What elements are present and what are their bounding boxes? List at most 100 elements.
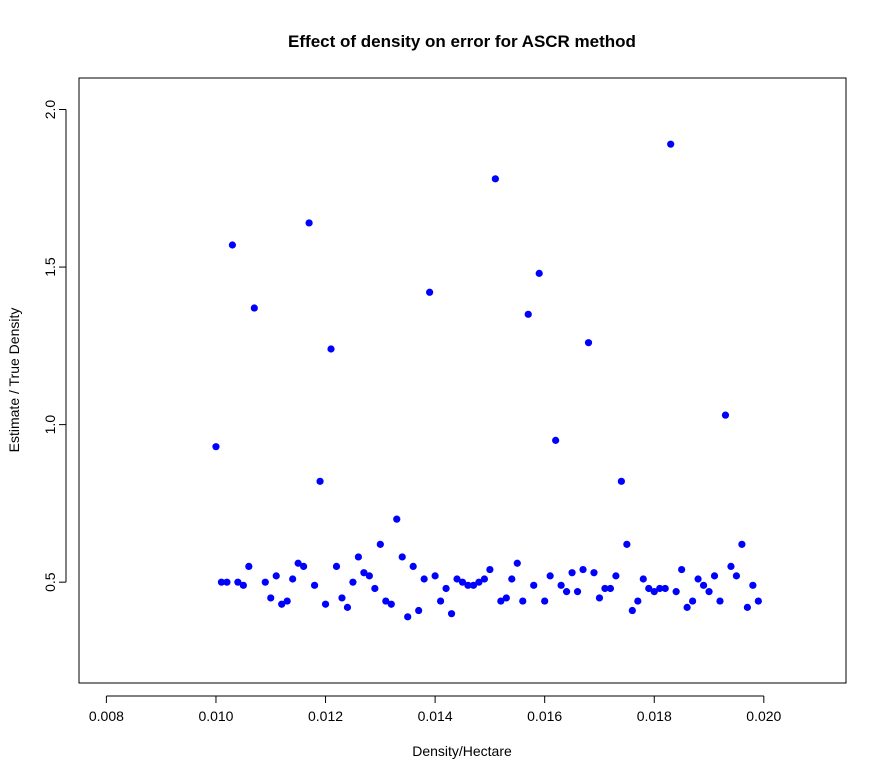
x-tick-label: 0.020 [746, 708, 781, 724]
data-point [497, 597, 505, 605]
data-point [228, 241, 236, 249]
data-point [672, 588, 680, 596]
data-point [628, 606, 636, 615]
data-point [557, 581, 565, 589]
x-axis-label: Density/Hectare [412, 743, 512, 759]
data-point [667, 140, 675, 148]
data-point [683, 603, 691, 611]
data-point [546, 572, 554, 580]
data-point [475, 578, 483, 586]
data-point [738, 540, 746, 548]
data-point [365, 572, 373, 580]
x-tick-label: 0.008 [89, 708, 124, 724]
data-point [442, 584, 450, 593]
data-point [705, 588, 713, 596]
data-point [321, 600, 330, 608]
y-tick-label: 1.0 [42, 415, 58, 435]
data-point [727, 562, 735, 571]
data-point [382, 597, 390, 605]
data-point [376, 540, 384, 548]
data-point [267, 594, 275, 602]
data-point [272, 572, 280, 580]
data-point [524, 310, 532, 318]
data-points [212, 140, 762, 621]
data-point [289, 575, 297, 583]
data-point [568, 569, 576, 577]
data-point [721, 411, 730, 419]
data-point [612, 572, 620, 580]
data-point [732, 572, 741, 580]
data-point [338, 594, 346, 602]
data-point [562, 588, 571, 596]
data-point [250, 304, 258, 312]
data-point [595, 594, 604, 602]
data-point [300, 562, 308, 571]
data-point [217, 578, 226, 586]
data-point [278, 600, 286, 608]
data-point [606, 584, 615, 593]
data-point [354, 553, 363, 561]
data-point [645, 584, 653, 593]
data-point [689, 597, 697, 605]
data-point [343, 603, 352, 611]
data-point [436, 597, 445, 605]
data-point [513, 559, 521, 567]
x-tick-label: 0.018 [637, 708, 672, 724]
data-point [431, 572, 439, 580]
data-point [371, 584, 379, 593]
data-point [387, 600, 395, 608]
data-point [447, 610, 456, 618]
y-axis-label: Estimate / True Density [6, 308, 22, 453]
data-point [327, 345, 335, 353]
data-point [316, 477, 324, 485]
data-point [261, 578, 269, 586]
data-point [294, 559, 302, 567]
data-point [360, 569, 368, 577]
data-point [305, 219, 313, 227]
data-point [661, 584, 669, 593]
data-point [535, 269, 543, 277]
data-point [623, 540, 631, 548]
data-point [404, 613, 412, 621]
x-tick-label: 0.010 [198, 708, 233, 724]
data-point [502, 594, 510, 602]
data-point [409, 562, 417, 571]
plot-frame [78, 77, 847, 684]
data-point [332, 562, 341, 571]
x-tick-label: 0.012 [308, 708, 343, 724]
data-point [491, 175, 499, 183]
data-point [415, 606, 423, 615]
x-tick-label: 0.016 [527, 708, 562, 724]
data-point [212, 443, 220, 451]
data-point [710, 572, 719, 580]
data-point [420, 575, 428, 583]
data-point [453, 575, 461, 583]
data-point [749, 581, 757, 589]
data-point [601, 584, 609, 593]
y-tick-label: 1.5 [42, 257, 58, 277]
data-point [398, 553, 406, 561]
data-point [234, 578, 242, 586]
data-point [573, 588, 582, 596]
data-point [552, 436, 560, 444]
chart-title: Effect of density on error for ASCR meth… [288, 32, 636, 51]
data-point [223, 578, 231, 586]
data-point [480, 575, 489, 583]
y-tick-label: 2.0 [42, 100, 58, 120]
data-point [694, 575, 702, 583]
y-axis: 0.5 1.0 1.5 2.0 [42, 100, 67, 592]
data-point [716, 597, 724, 605]
data-point [393, 515, 401, 523]
data-point [584, 339, 593, 347]
data-point [239, 581, 247, 589]
data-point [245, 562, 253, 571]
data-point [486, 565, 494, 574]
data-point [579, 565, 587, 574]
data-point [639, 575, 647, 583]
data-point [458, 578, 467, 586]
data-point [617, 477, 625, 485]
data-point [699, 581, 708, 589]
data-point [590, 569, 598, 577]
data-point [283, 597, 291, 605]
